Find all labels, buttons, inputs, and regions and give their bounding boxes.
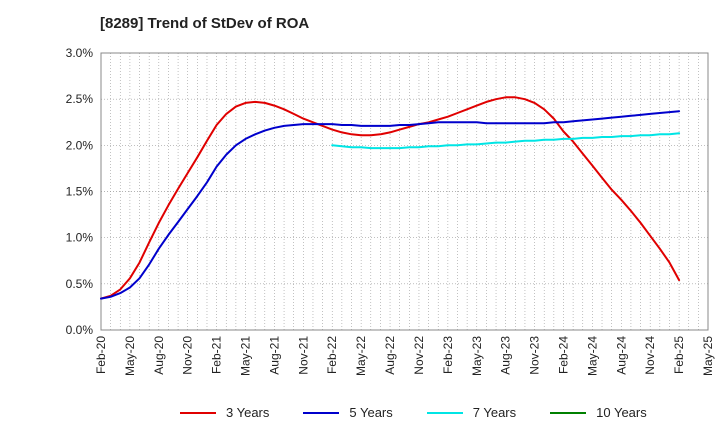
legend-swatch-3-years [180,411,216,414]
grid-layer [100,52,709,331]
x-tick-label: Feb-25 [672,336,686,374]
x-tick-label: May-24 [585,336,599,376]
series-line-3-years [100,96,681,300]
series-line-7-years [331,132,681,150]
x-tick-label: May-23 [470,336,484,376]
legend-label-7-years: 7 Years [472,405,517,420]
legend-item-10-years: 10 Years [550,405,647,420]
x-tick-label: May-22 [354,336,368,376]
x-tick-label: Nov-22 [412,336,426,375]
series-line-5-years [100,110,681,300]
legend-item-3-years: 3 Years [180,405,269,420]
x-tick-label: Aug-20 [152,336,166,375]
legend-label-10-years: 10 Years [596,405,647,420]
series-layer [100,96,681,300]
x-tick-label: Feb-21 [210,336,224,374]
legend-swatch-7-years [426,411,463,414]
x-tick-label: May-21 [239,336,253,376]
axis-layer: 0.0% 0.5% 1.0% 1.5% 2.0% 2.5% 3.0% Feb-20 May-20… [66,46,715,376]
y-tick-label: 0.0% [66,323,94,337]
x-tick-label: Feb-20 [94,336,108,374]
x-tick-label: Nov-20 [181,336,195,375]
x-tick-label: Nov-24 [643,336,657,375]
x-tick-label: Nov-23 [528,336,542,375]
x-tick-label: Nov-21 [296,336,310,375]
x-tick-label: Aug-23 [499,336,513,375]
x-tick-label: May-20 [123,336,137,376]
x-tick-label: Aug-24 [614,336,628,375]
y-tick-label: 2.5% [66,92,94,106]
legend-swatch-10-years [550,411,587,414]
legend-item-7-years: 7 Years [426,405,517,420]
x-tick-label: Aug-21 [267,336,281,375]
y-tick-label: 3.0% [66,46,94,60]
legend-label-5-years: 5 Years [349,405,393,420]
x-tick-label: Feb-24 [556,336,570,374]
legend: 3 Years 5 Years 7 Years 10 Years [180,405,681,420]
x-tick-label: May-25 [701,336,715,376]
y-tick-label: 1.0% [66,231,94,245]
y-tick-label: 2.0% [66,138,94,152]
x-tick-label: Aug-22 [383,336,397,375]
y-tick-label: 0.5% [66,277,94,291]
legend-item-5-years: 5 Years [303,405,393,420]
legend-label-3-years: 3 Years [226,405,270,420]
x-tick-label: Feb-22 [325,336,339,374]
x-tick-label: Feb-23 [441,336,455,374]
legend-swatch-5-years [303,411,340,414]
chart-title: [8289] Trend of StDev of ROA [100,15,310,32]
y-tick-label: 1.5% [66,185,94,199]
plot-frame [100,52,709,331]
